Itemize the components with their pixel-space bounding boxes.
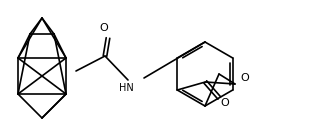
Text: O: O <box>100 23 108 33</box>
Text: O: O <box>220 98 229 108</box>
Text: HN: HN <box>118 83 133 93</box>
Text: O: O <box>241 73 249 83</box>
